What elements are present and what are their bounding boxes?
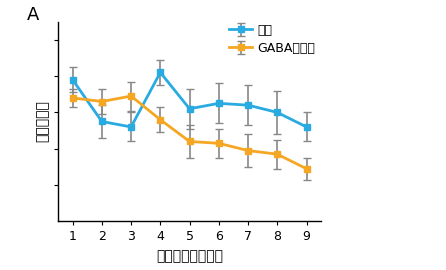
X-axis label: トレーニング日数: トレーニング日数 [156, 249, 223, 263]
Y-axis label: 失敗の程度: 失敗の程度 [36, 100, 50, 143]
Text: A: A [26, 6, 39, 23]
Legend: 塩水, GABA阻害剤: 塩水, GABA阻害剤 [230, 24, 315, 55]
